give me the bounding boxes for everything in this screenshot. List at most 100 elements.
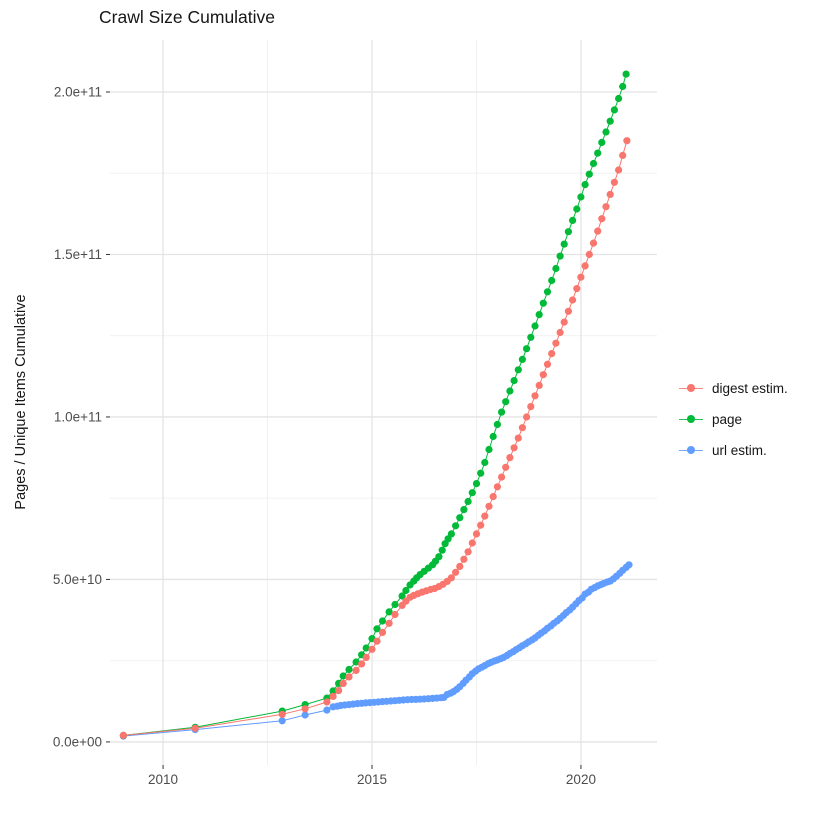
x-tick-label: 2015 — [357, 772, 387, 787]
data-point — [502, 398, 510, 406]
data-point — [498, 408, 506, 416]
data-point — [518, 355, 527, 363]
data-point — [506, 454, 514, 462]
legend-label: url estim. — [712, 442, 767, 458]
data-point — [352, 666, 360, 675]
data-point — [527, 333, 535, 341]
data-point — [523, 413, 531, 421]
data-point — [527, 403, 535, 411]
data-point — [498, 473, 506, 481]
series-line — [123, 140, 628, 736]
data-point — [564, 228, 573, 236]
data-point — [502, 463, 510, 471]
data-point — [191, 724, 199, 732]
data-point — [391, 600, 399, 609]
data-point — [606, 117, 614, 125]
data-point — [362, 644, 370, 652]
data-point — [548, 276, 556, 285]
series-url-estim- — [119, 561, 633, 740]
data-point — [531, 392, 539, 400]
data-point — [523, 345, 531, 353]
series-page — [119, 70, 630, 740]
data-point — [564, 307, 573, 315]
data-point — [577, 273, 585, 281]
data-point — [460, 555, 468, 563]
data-point — [518, 424, 527, 432]
data-point — [569, 296, 577, 304]
data-point — [119, 731, 127, 740]
data-point — [615, 94, 623, 103]
data-point — [535, 311, 543, 319]
data-point — [610, 178, 619, 186]
data-point — [606, 190, 614, 198]
data-point — [598, 215, 606, 223]
legend-item-digest-estim: digest estim. — [679, 379, 788, 397]
data-point — [548, 350, 556, 358]
data-point — [402, 586, 410, 595]
data-point — [385, 619, 393, 627]
data-point — [447, 530, 455, 538]
data-point — [339, 672, 347, 680]
legend-key-page-icon — [679, 410, 703, 428]
data-point — [581, 181, 589, 189]
data-point — [589, 239, 598, 247]
data-point — [615, 166, 623, 174]
data-point — [438, 546, 446, 554]
data-point — [477, 521, 485, 529]
data-point — [378, 617, 387, 625]
data-point — [543, 288, 552, 296]
data-point — [481, 458, 489, 467]
data-point — [301, 711, 309, 719]
data-point — [510, 444, 518, 452]
data-point — [560, 240, 568, 248]
data-point — [278, 710, 286, 718]
data-point — [531, 322, 539, 330]
data-point — [625, 561, 633, 569]
data-point — [506, 387, 514, 395]
data-point — [569, 216, 577, 224]
data-point — [468, 489, 476, 497]
data-point — [472, 530, 481, 538]
data-point — [594, 149, 602, 157]
data-point — [391, 610, 399, 619]
data-point — [493, 420, 501, 428]
data-point — [477, 469, 485, 477]
data-point — [514, 434, 522, 442]
data-point — [552, 339, 560, 347]
data-point — [493, 483, 501, 491]
y-tick-label: 1.5e+11 — [54, 247, 102, 262]
data-point — [329, 687, 337, 695]
data-point — [323, 698, 331, 706]
data-point — [489, 493, 497, 501]
data-point — [535, 381, 543, 389]
data-point — [323, 706, 331, 714]
data-point — [543, 360, 552, 368]
data-point — [398, 592, 406, 600]
series-digest-estim- — [119, 137, 631, 740]
data-point — [556, 328, 564, 337]
data-point — [598, 138, 606, 146]
data-point — [278, 717, 286, 725]
data-point — [594, 227, 602, 235]
data-point — [489, 432, 497, 441]
legend: digest estim. page url estim. — [679, 379, 788, 459]
data-point — [481, 512, 489, 520]
data-point — [589, 159, 598, 168]
data-point — [373, 625, 381, 633]
data-point — [485, 445, 493, 454]
data-point — [329, 692, 337, 701]
data-point — [460, 506, 468, 514]
data-point — [539, 299, 547, 307]
data-point — [573, 205, 581, 213]
data-point — [514, 366, 522, 374]
data-point — [619, 151, 627, 159]
data-point — [485, 502, 493, 510]
legend-label: page — [712, 411, 743, 427]
data-point — [464, 497, 472, 506]
y-axis-title: Pages / Unique Items Cumulative — [13, 294, 29, 510]
data-point — [452, 568, 460, 576]
data-point — [456, 562, 464, 571]
data-point — [622, 70, 630, 78]
legend-item-page: page — [679, 410, 788, 428]
